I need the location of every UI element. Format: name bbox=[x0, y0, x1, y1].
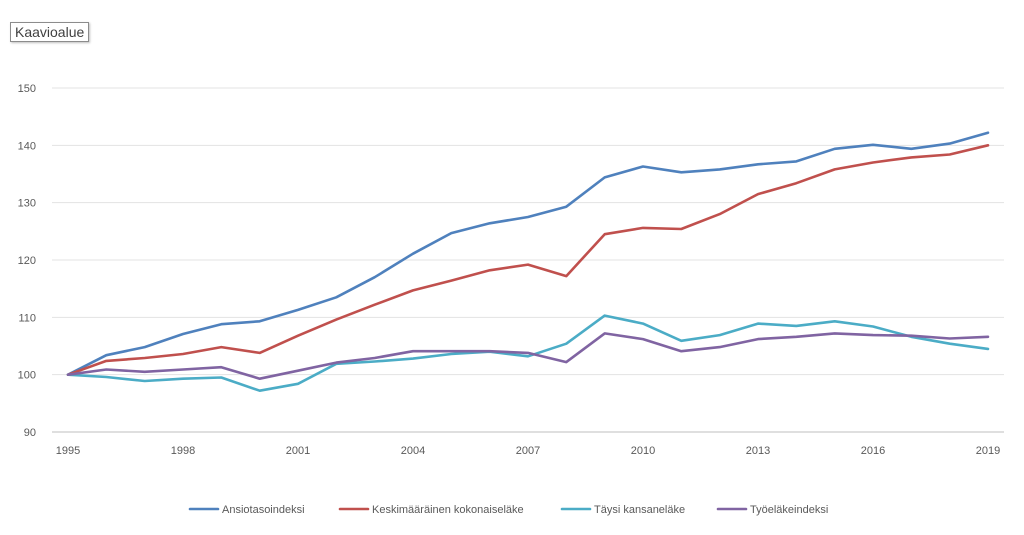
legend-item: Työeläkeindeksi bbox=[716, 504, 828, 516]
legend-item: Ansiotasoindeksi bbox=[188, 504, 305, 516]
legend-label: Keskimääräinen kokonaiseläke bbox=[372, 504, 524, 516]
legend-label: Ansiotasoindeksi bbox=[222, 504, 305, 516]
x-tick-label: 2019 bbox=[976, 445, 1000, 457]
y-tick-label: 100 bbox=[18, 370, 36, 382]
y-tick-label: 90 bbox=[24, 427, 36, 439]
legend-label: Työeläkeindeksi bbox=[750, 504, 828, 516]
x-tick-label: 2013 bbox=[746, 445, 770, 457]
legend-label: Täysi kansaneläke bbox=[594, 504, 685, 516]
y-tick-label: 140 bbox=[18, 140, 36, 152]
series-lines bbox=[66, 131, 990, 393]
x-tick-label: 2004 bbox=[401, 445, 425, 457]
y-tick-label: 130 bbox=[18, 198, 36, 210]
gridlines bbox=[52, 87, 1004, 433]
x-tick-label: 2007 bbox=[516, 445, 540, 457]
x-tick-label: 2001 bbox=[286, 445, 310, 457]
y-tick-label: 110 bbox=[18, 312, 36, 324]
legend-item: Keskimääräinen kokonaiseläke bbox=[338, 504, 524, 516]
series-line bbox=[66, 332, 990, 381]
y-tick-label: 120 bbox=[18, 255, 36, 267]
y-axis-ticks: 90 100 110 120 130 140 150 bbox=[18, 83, 36, 439]
chart-area-label: Kaavioalue bbox=[10, 22, 90, 42]
x-tick-label: 2010 bbox=[631, 445, 655, 457]
series-line bbox=[66, 131, 990, 377]
legend: Ansiotasoindeksi Keskimääräinen kokonaise… bbox=[188, 504, 828, 516]
series-line bbox=[66, 144, 990, 377]
series-line bbox=[66, 314, 990, 393]
x-tick-label: 1995 bbox=[56, 445, 80, 457]
x-tick-label: 1998 bbox=[171, 445, 195, 457]
x-axis-ticks: 1995 1998 2001 2004 2007 2010 2013 2016 2019 bbox=[56, 445, 1000, 457]
legend-item: Täysi kansaneläke bbox=[560, 504, 685, 516]
x-tick-label: 2016 bbox=[861, 445, 885, 457]
y-tick-label: 150 bbox=[18, 83, 36, 95]
